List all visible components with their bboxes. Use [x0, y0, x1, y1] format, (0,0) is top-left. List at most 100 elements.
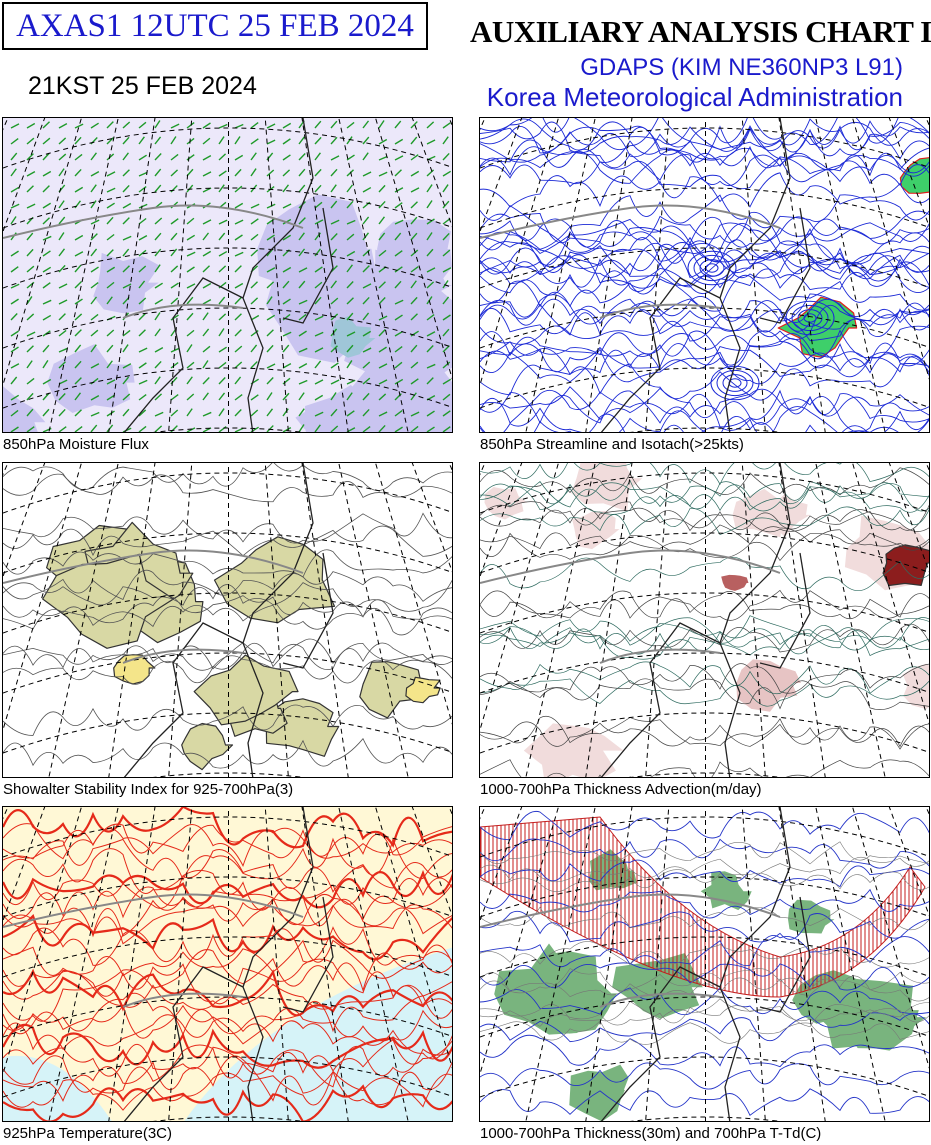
- wind-arrow: [330, 408, 338, 417]
- wind-arrow: [26, 331, 36, 337]
- longitude-line: [585, 118, 633, 432]
- panel-caption: Showalter Stability Index for 925-700hPa…: [3, 781, 294, 798]
- wind-arrow: [154, 328, 161, 337]
- wind-arrow: [186, 122, 195, 129]
- contour: [480, 1004, 929, 1028]
- latitude-line: [480, 307, 929, 349]
- contour: [480, 146, 929, 184]
- wind-arrow: [218, 136, 225, 145]
- contour: [480, 910, 929, 943]
- wind-arrow: [202, 328, 210, 337]
- wind-arrow: [90, 282, 99, 289]
- wind-arrow: [394, 378, 404, 385]
- wind-arrow: [410, 121, 418, 129]
- map-panel: [2, 462, 453, 778]
- contour: [480, 841, 929, 865]
- wind-arrow: [442, 249, 451, 257]
- wind-arrow: [106, 344, 114, 353]
- wind-arrow: [58, 216, 66, 225]
- coastline: [123, 807, 334, 1121]
- wind-arrow: [234, 202, 244, 209]
- wind-arrow: [26, 426, 35, 432]
- wind-arrow: [106, 249, 114, 257]
- wind-arrow: [186, 344, 193, 353]
- wind-arrow: [410, 425, 419, 432]
- wind-arrow: [202, 282, 212, 289]
- contour: [480, 407, 929, 432]
- wind-arrow: [58, 283, 68, 289]
- map-panel: [479, 806, 930, 1122]
- wind-arrow: [218, 153, 227, 161]
- wind-arrow: [122, 121, 131, 129]
- wind-arrow: [442, 267, 452, 273]
- wind-arrow: [298, 408, 305, 417]
- wind-arrow: [74, 409, 82, 417]
- wind-arrow: [122, 169, 130, 177]
- latitude-line: [3, 652, 452, 694]
- wind-arrow: [266, 234, 275, 241]
- wind-arrow: [282, 184, 290, 193]
- wind-arrow: [362, 232, 370, 241]
- wind-arrow: [42, 360, 49, 369]
- wind-arrow: [26, 345, 34, 353]
- wind-arrow: [202, 265, 211, 273]
- wind-arrow: [282, 377, 291, 385]
- wind-arrow: [202, 219, 212, 225]
- wind-arrow: [314, 315, 324, 321]
- wind-arrow: [410, 266, 419, 273]
- wind-arrow: [410, 344, 418, 353]
- wind-arrow: [122, 329, 131, 337]
- wind-arrow: [10, 363, 20, 369]
- wind-arrow: [234, 296, 242, 305]
- field-patch: [882, 544, 929, 587]
- wind-arrow: [266, 169, 275, 177]
- wind-arrow: [426, 218, 435, 225]
- wind-arrow: [26, 203, 36, 209]
- wind-arrow: [330, 425, 339, 432]
- wind-arrow: [170, 425, 178, 432]
- wind-arrow: [138, 297, 147, 305]
- wind-arrow: [170, 409, 179, 417]
- wind-arrow: [74, 281, 82, 289]
- wind-arrow: [362, 377, 371, 385]
- wind-arrow: [138, 217, 147, 225]
- wind-arrow: [362, 283, 372, 289]
- latitude-line: [480, 712, 929, 754]
- wind-arrow: [218, 377, 226, 385]
- wind-arrow: [26, 408, 34, 417]
- wind-arrow: [410, 201, 418, 209]
- wind-arrow: [250, 218, 259, 225]
- wind-arrow: [442, 410, 451, 417]
- wind-arrow: [74, 360, 82, 369]
- wind-arrow: [266, 281, 275, 289]
- wind-arrow: [26, 122, 36, 129]
- wind-arrow: [138, 425, 147, 432]
- longitude-line: [585, 807, 633, 1121]
- wind-arrow: [42, 185, 50, 193]
- contour: [480, 222, 929, 264]
- wind-arrow: [106, 281, 115, 289]
- contour: [480, 325, 929, 360]
- wind-arrow: [442, 296, 450, 305]
- wind-arrow: [186, 361, 195, 369]
- wind-arrow: [154, 152, 162, 161]
- wind-arrow: [298, 299, 308, 305]
- wind-arrow: [314, 411, 324, 417]
- wind-arrow: [42, 152, 50, 161]
- wind-arrow: [186, 329, 195, 337]
- wind-arrow: [58, 232, 65, 241]
- contour: [3, 848, 452, 894]
- latitude-line: [480, 532, 929, 574]
- wind-arrow: [154, 393, 163, 401]
- latitude-line: [480, 652, 929, 694]
- field-patch: [405, 676, 441, 704]
- wind-arrow: [250, 233, 259, 241]
- wind-arrow: [202, 171, 212, 177]
- wind-arrow: [58, 329, 67, 337]
- contour: [480, 716, 929, 748]
- wind-arrow: [442, 170, 452, 177]
- wind-arrow: [58, 137, 67, 145]
- field-patch: [494, 943, 604, 1035]
- contour: [480, 810, 929, 841]
